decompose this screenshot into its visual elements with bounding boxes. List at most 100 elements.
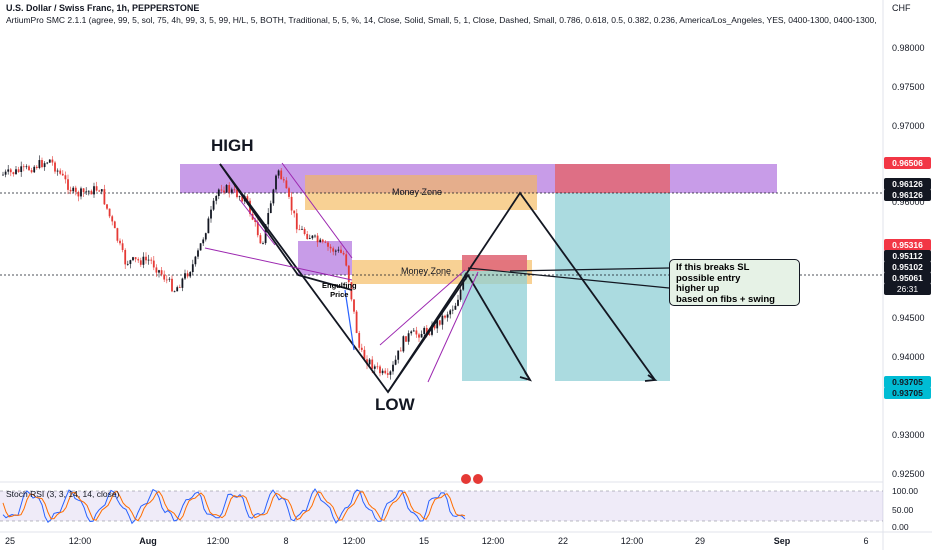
candle-body (342, 252, 345, 255)
candle-body (2, 174, 4, 176)
candle-body (225, 185, 228, 193)
candle-body (381, 370, 384, 374)
purple-trendline-2[interactable] (281, 162, 353, 259)
purple-trendline-4[interactable] (379, 269, 466, 346)
swing-projection-line[interactable] (219, 163, 656, 394)
price-tag-target: 0.93705 (884, 387, 931, 399)
candle-body (171, 278, 173, 292)
candle-body (121, 243, 124, 250)
candlestick-series (2, 155, 467, 380)
purple-trendline-5[interactable] (427, 271, 479, 383)
candle-body (254, 219, 257, 223)
candle-body (308, 238, 311, 240)
stop-loss-zone-right[interactable] (555, 164, 670, 193)
candle-body (124, 249, 127, 265)
stoch-rsi-d-line (2, 490, 466, 522)
candle-body (277, 170, 280, 176)
stop-loss-zone-left[interactable] (462, 255, 527, 271)
candle-body (371, 359, 374, 369)
candle-body (433, 324, 436, 329)
candle-body (64, 175, 67, 180)
candle-body (355, 311, 358, 334)
purple-small-zone[interactable] (298, 241, 352, 275)
candle-body (46, 162, 49, 164)
candle-body (431, 324, 433, 335)
candle-body (441, 315, 444, 325)
candle-body (111, 216, 114, 222)
candle-body (238, 196, 241, 198)
news-flag-icon-2[interactable] (473, 474, 483, 484)
high-to-engulf-line[interactable] (219, 163, 353, 291)
candle-body (137, 259, 140, 261)
candle-body (119, 240, 121, 244)
candle-body (410, 331, 413, 334)
x-tick: 25 (4, 536, 16, 546)
y-tick: 0.92500 (892, 469, 925, 479)
engulfing-line-2: Price (330, 290, 349, 299)
high-label[interactable]: HIGH (211, 136, 254, 155)
candle-body (319, 239, 322, 243)
candle-body (246, 196, 249, 201)
candle-body (285, 180, 288, 189)
x-tick: 22 (557, 536, 569, 546)
retest-projection-line[interactable] (387, 273, 531, 393)
price-tag-target: 0.93705 (884, 376, 931, 388)
candle-body (262, 243, 264, 244)
candle-body (269, 203, 272, 214)
candle-body (451, 309, 454, 311)
candle-body (379, 366, 381, 374)
candle-body (337, 249, 340, 251)
candle-body (85, 191, 88, 193)
blue-arrow-line (344, 289, 355, 351)
candle-body (233, 189, 236, 191)
x-tick: 12:00 (620, 536, 644, 546)
indicator-settings[interactable]: ArtiumPro SMC 2.1.1 (agree, 99, 5, sol, … (6, 15, 877, 25)
candle-body (20, 166, 23, 172)
candle-body (38, 160, 41, 169)
target-zone-right[interactable] (555, 193, 670, 381)
candle-body (59, 170, 62, 174)
money-zone-upper[interactable] (305, 175, 537, 210)
candle-body (438, 320, 441, 325)
candle-body (158, 270, 160, 273)
candle-body (7, 169, 10, 172)
candle-body (212, 200, 215, 210)
engulfing-price-label[interactable]: Engulfing Price (322, 281, 357, 299)
purple-trendline-1[interactable] (204, 247, 353, 281)
purple-trendline-3[interactable] (239, 199, 276, 246)
candle-body (160, 270, 163, 275)
candle-body (373, 366, 376, 369)
price-tag: 0.95112 (884, 250, 931, 262)
candle-body (41, 160, 43, 168)
x-tick: Sep (773, 536, 791, 546)
rsi-level-label: 50.00 (892, 505, 914, 515)
low-label[interactable]: LOW (375, 395, 415, 414)
note-line: possible entry (676, 272, 741, 284)
candle-body (446, 314, 449, 318)
candle-body (399, 350, 402, 352)
candle-body (288, 188, 290, 197)
trade-note-callout[interactable]: If this breaks SL possible entry higher … (669, 259, 800, 306)
engulfing-line-1: Engulfing (322, 281, 357, 290)
candle-body (17, 169, 20, 172)
candle-body (428, 333, 431, 335)
candle-body (28, 166, 30, 171)
candle-body (368, 359, 371, 365)
candle-body (303, 228, 306, 234)
news-flag-icon[interactable] (461, 474, 471, 484)
candle-body (449, 310, 452, 315)
candle-body (457, 299, 459, 306)
candle-body (334, 250, 337, 252)
candle-body (295, 213, 298, 230)
candle-body (228, 185, 231, 193)
candle-body (321, 239, 324, 242)
candle-body (103, 189, 106, 205)
candle-body (95, 186, 98, 191)
stoch-rsi-title[interactable]: Stoch RSI (3, 3, 14, 14, close) (6, 489, 120, 499)
price-tag-stop: 0.96506 (884, 157, 931, 169)
candle-body (199, 243, 202, 251)
candle-body (347, 265, 350, 283)
candle-body (116, 228, 119, 241)
target-zone-left[interactable] (462, 271, 527, 381)
